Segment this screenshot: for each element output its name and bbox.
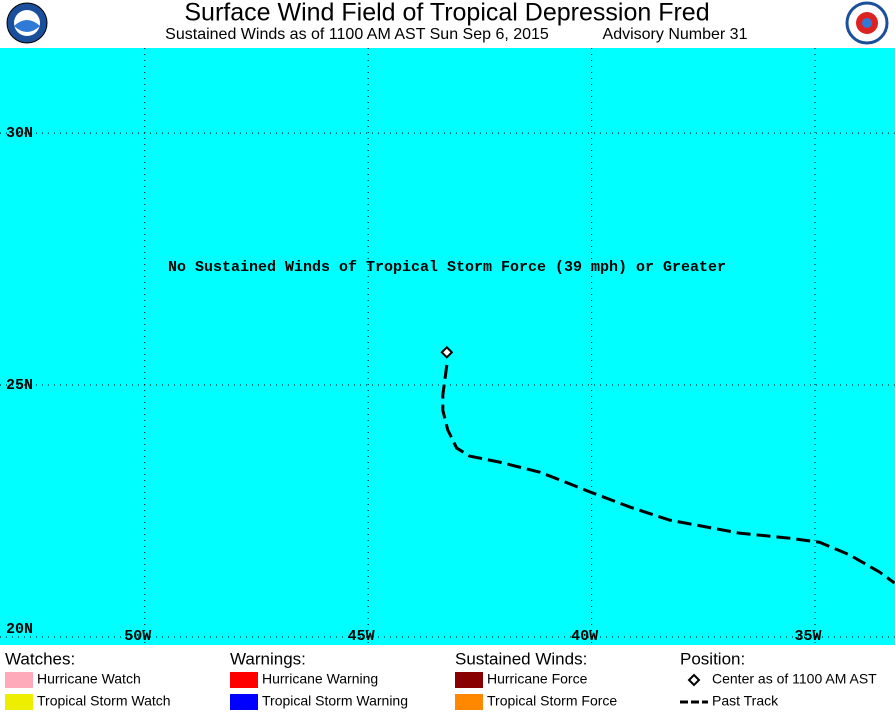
legend-swatch [5,694,33,710]
past-track [441,364,895,585]
nws-logo [845,1,889,45]
lat-label: 30N [6,125,33,142]
title: Surface Wind Field of Tropical Depressio… [184,0,709,27]
legend-swatch [455,672,483,688]
noaa-logo [6,2,48,44]
advisory: Advisory Number 31 [603,26,748,43]
legend-swatch [230,672,258,688]
legend-heading: Warnings: [230,649,306,668]
legend-heading: Position: [680,649,745,668]
legend-label: Tropical Storm Force [487,693,617,709]
legend-swatch [455,694,483,710]
legend-label: Center as of 1100 AM AST [712,671,877,687]
lon-label: 50W [124,628,151,645]
legend-label: Hurricane Force [487,671,588,687]
legend-label: Tropical Storm Watch [37,693,171,709]
lat-label: 25N [6,377,33,394]
map-area [0,48,895,645]
legend-label: Hurricane Warning [262,671,378,687]
legend-label: Tropical Storm Warning [262,693,408,709]
message: No Sustained Winds of Tropical Storm For… [168,259,726,276]
storm-center [440,345,454,359]
legend-label: Past Track [712,693,779,709]
legend-swatch [5,672,33,688]
legend-label: Hurricane Watch [37,671,141,687]
lon-label: 35W [795,628,822,645]
subtitle: Sustained Winds as of 1100 AM AST Sun Se… [165,26,549,43]
legend-heading: Watches: [5,649,75,668]
lon-label: 45W [348,628,375,645]
legend-diamond [687,673,701,687]
legend-heading: Sustained Winds: [455,649,587,668]
lon-label: 40W [571,628,598,645]
map-layer: 20N 25N 30N 50W 45W 40W 35W No Sustained Winds … [0,48,895,645]
lat-label: 20N [6,621,33,638]
legend-swatch [230,694,258,710]
